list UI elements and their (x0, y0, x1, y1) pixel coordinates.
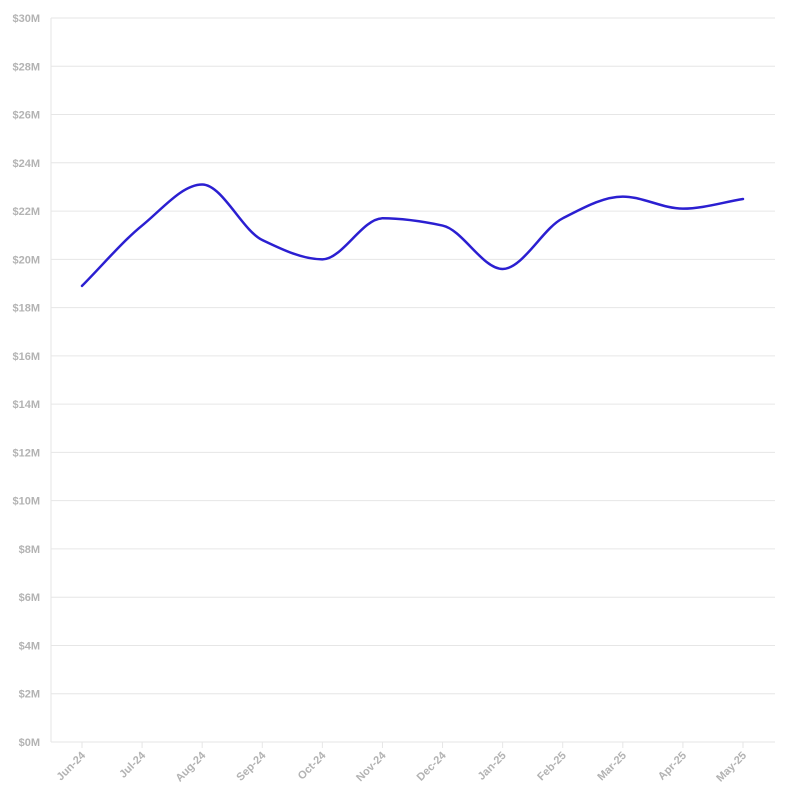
data-point (79, 283, 85, 289)
x-tick-label: Nov-24 (354, 749, 389, 784)
x-tick-label: Aug-24 (173, 749, 208, 784)
x-tick-label: Jun-24 (55, 749, 89, 783)
x-tick-label: Apr-25 (656, 750, 689, 783)
y-tick-label: $22M (12, 206, 40, 218)
x-tick-label: Jul-24 (117, 749, 149, 781)
series-line (80, 183, 745, 288)
y-tick-label: $10M (12, 496, 40, 508)
data-point (500, 266, 506, 272)
x-tick-label: Jan-25 (476, 750, 509, 783)
y-tick-label: $26M (12, 110, 40, 122)
y-tick-label: $24M (12, 158, 40, 170)
data-point (139, 223, 145, 229)
data-point (560, 215, 566, 221)
y-tick-label: $28M (12, 61, 40, 73)
data-point (740, 196, 746, 202)
y-tick-label: $18M (12, 303, 40, 315)
y-tick-label: $20M (12, 254, 40, 266)
x-axis: Jun-24 Jul-24 Aug-24 Sep-24 Oct-24 Nov-24 Dec-… (55, 742, 749, 785)
y-tick-label: $12M (12, 447, 40, 459)
series-layer (79, 182, 746, 289)
data-point (440, 223, 446, 229)
y-tick-label: $30M (12, 13, 40, 25)
y-tick-label: $0M (19, 737, 40, 749)
y-tick-label: $8M (19, 544, 40, 556)
y-tick-label: $6M (19, 592, 40, 604)
y-tick-label: $4M (19, 640, 40, 652)
x-tick-label: May-25 (714, 750, 749, 785)
data-point (620, 194, 626, 200)
data-point (680, 206, 686, 212)
data-point (259, 237, 265, 243)
grid-layer (50, 17, 775, 743)
y-tick-label: $2M (19, 689, 40, 701)
y-axis: $0M $2M $4M $6M $8M $10M $12M $14M $16M $18M $20M $… (12, 13, 40, 749)
y-tick-label: $16M (12, 351, 40, 363)
data-point (199, 182, 205, 188)
x-tick-label: Oct-24 (296, 749, 329, 782)
x-tick-label: Sep-24 (234, 749, 269, 784)
y-tick-label: $14M (12, 399, 40, 411)
data-point (319, 256, 325, 262)
data-point (379, 215, 385, 221)
x-tick-label: Feb-25 (535, 750, 569, 784)
x-tick-label: Dec-24 (415, 749, 450, 784)
x-tick-label: Mar-25 (595, 750, 629, 784)
